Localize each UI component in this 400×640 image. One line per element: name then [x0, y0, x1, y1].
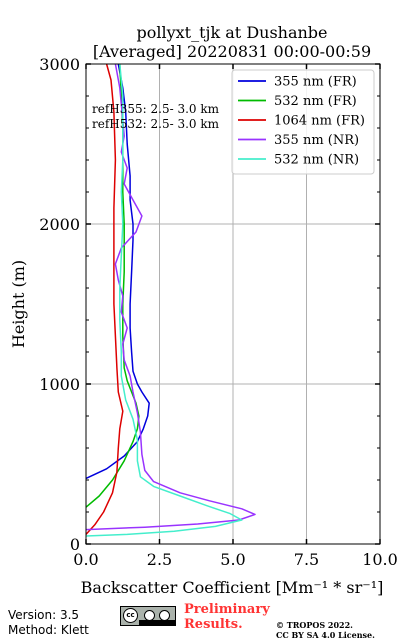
legend-label-0: 355 nm (FR) — [274, 75, 357, 90]
x-tick-label-2: 5.0 — [220, 550, 245, 569]
backscatter-chart: pollyxt_tjk at Dushanbe [Averaged] 20220… — [9, 23, 398, 597]
series-line-4 — [85, 63, 243, 537]
y-axis-label: Height (m) — [9, 260, 28, 348]
chart-legend: 355 nm (FR) 532 nm (FR) 1064 nm (FR) 355 nm… — [231, 69, 375, 175]
legend-label-4: 532 nm (NR) — [274, 153, 359, 168]
cc-icon: cc — [123, 608, 138, 623]
x-tick-label-0: 0.0 — [73, 550, 98, 569]
version-text: Version: 3.5 — [8, 608, 80, 622]
legend-label-3: 355 nm (NR) — [274, 133, 359, 148]
legend-label-1: 532 nm (FR) — [274, 94, 357, 109]
copyright-line-1: © TROPOS 2022. — [276, 620, 353, 630]
cc-license-badge: cc — [120, 606, 176, 626]
x-axis-label: Backscatter Coefficient [Mm⁻¹ * sr⁻¹] — [81, 578, 384, 597]
preliminary-line-1: Preliminary — [184, 602, 270, 617]
annotation-refh355: refH355: 2.5- 3.0 km — [92, 102, 220, 116]
axis-ticks: 0.0 2.5 5.0 7.5 10.0 0 1000 2000 3000 — [39, 55, 398, 569]
preliminary-line-2: Results. — [184, 617, 243, 632]
x-tick-label-3: 7.5 — [294, 550, 319, 569]
annotation-refh532: refH532: 2.5- 3.0 km — [92, 117, 220, 131]
y-tick-label-3: 3000 — [39, 55, 80, 74]
legend-box — [231, 69, 375, 175]
legend-label-2: 1064 nm (FR) — [274, 114, 365, 129]
chart-subtitle: [Averaged] 20220831 00:00-00:59 — [93, 42, 371, 61]
series-line-3 — [85, 63, 256, 531]
series-line-2 — [85, 63, 124, 535]
chart-title: pollyxt_tjk at Dushanbe — [136, 23, 327, 42]
method-text: Method: Klett — [8, 623, 89, 637]
x-tick-label-4: 10.0 — [362, 550, 398, 569]
y-tick-label-1: 1000 — [39, 375, 80, 394]
cc-strip — [139, 620, 175, 625]
x-tick-label-1: 2.5 — [147, 550, 172, 569]
preliminary-results: Preliminary Results. — [184, 602, 270, 632]
y-tick-label-2: 2000 — [39, 215, 80, 234]
copyright-line-2: CC BY SA 4.0 License. — [276, 630, 375, 640]
copyright-notice: © TROPOS 2022. CC BY SA 4.0 License. — [276, 620, 375, 640]
series-lines — [85, 63, 256, 537]
y-tick-label-0: 0 — [70, 535, 80, 554]
